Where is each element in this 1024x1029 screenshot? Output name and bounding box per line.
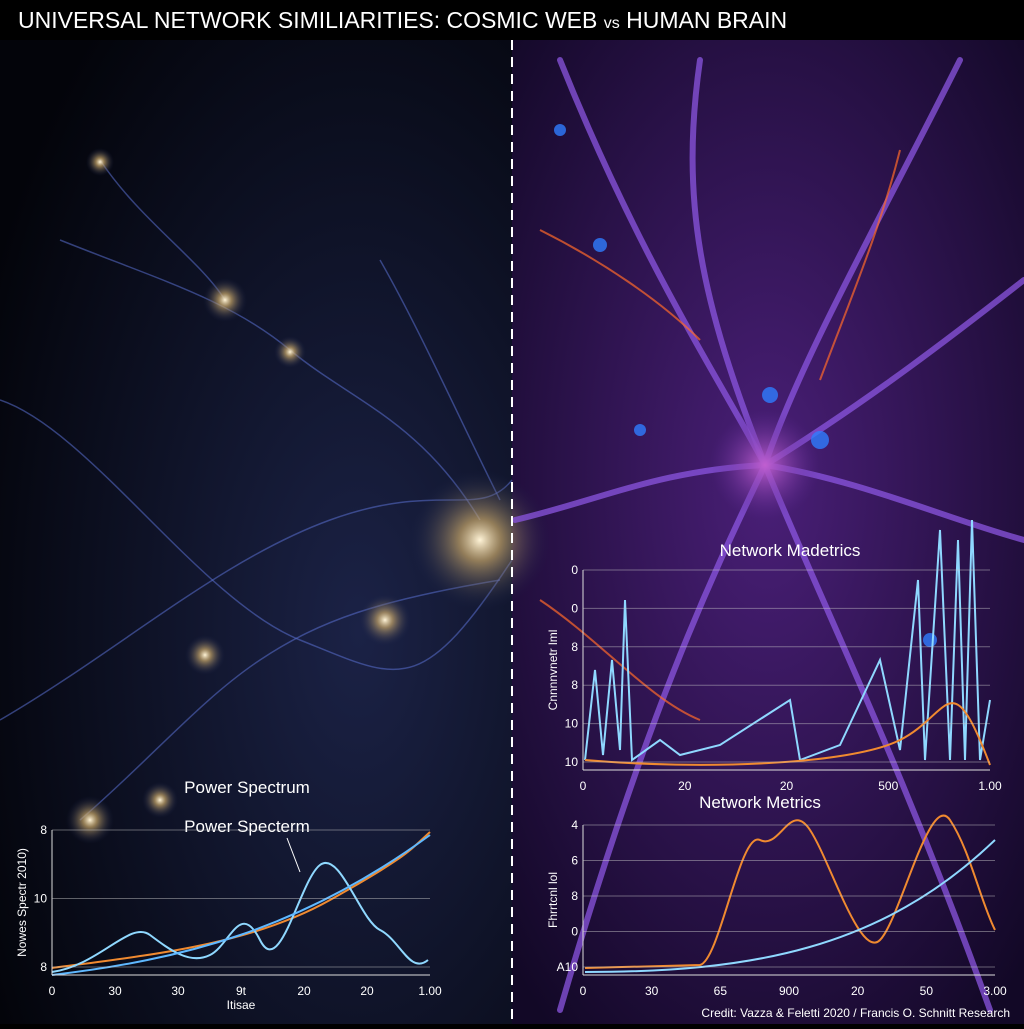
x-tick-label: 20 bbox=[678, 779, 692, 793]
credit: Credit: Vazza & Feletti 2020 / Francis O… bbox=[701, 1006, 1010, 1020]
y-axis-label: Nowes Spectr 2010) bbox=[15, 848, 29, 957]
x-tick-label: 1.00 bbox=[418, 984, 442, 998]
title: UNIVERSAL NETWORK SIMILIARITIES: COSMIC … bbox=[18, 7, 787, 33]
x-tick-label: 0 bbox=[580, 984, 587, 998]
left-curves bbox=[51, 831, 431, 976]
y-tick-label: 10 bbox=[565, 717, 579, 731]
y-tick-label: 6 bbox=[571, 854, 578, 868]
title-bar bbox=[0, 0, 1024, 40]
annotation-pointer bbox=[286, 837, 301, 873]
x-tick-label: 20 bbox=[780, 779, 794, 793]
title-end: HUMAN BRAIN bbox=[626, 7, 787, 33]
x-tick-label: 30 bbox=[171, 984, 185, 998]
x-tick-label: 65 bbox=[714, 984, 728, 998]
x-tick-label: 30 bbox=[108, 984, 122, 998]
x-tick-label: 0 bbox=[580, 779, 587, 793]
right-top-curves bbox=[584, 519, 991, 766]
y-tick-label: 0 bbox=[571, 563, 578, 577]
plot-title: Network Madetrics bbox=[720, 541, 861, 560]
x-tick-label: 30 bbox=[645, 984, 659, 998]
x-tick-label: 20 bbox=[360, 984, 374, 998]
title-vs: vs bbox=[604, 15, 620, 32]
y-tick-label: 8 bbox=[40, 960, 47, 974]
y-axis-label: Cnnnnvnetr lml bbox=[546, 630, 560, 711]
y-tick-label: 8 bbox=[40, 823, 47, 837]
x-tick-label: 900 bbox=[779, 984, 799, 998]
y-axis-label: Fhrrtcnl lol bbox=[546, 872, 560, 928]
y-tick-label: 4 bbox=[571, 818, 578, 832]
y-tick-label: 10 bbox=[565, 755, 579, 769]
soma bbox=[710, 410, 820, 520]
x-tick-label: 20 bbox=[851, 984, 865, 998]
x-tick-label: 20 bbox=[297, 984, 311, 998]
y-tick-label: 8 bbox=[571, 889, 578, 903]
plot-title: Network Metrics bbox=[699, 793, 821, 812]
right-bottom-curves bbox=[584, 814, 996, 973]
x-axis-label: Itisae bbox=[227, 998, 256, 1012]
y-tick-label: 0 bbox=[571, 925, 578, 939]
x-tick-label: 50 bbox=[920, 984, 934, 998]
x-tick-label: 3.00 bbox=[983, 984, 1007, 998]
annotation: Power Spectrum bbox=[184, 778, 310, 797]
x-tick-label: 1.00 bbox=[978, 779, 1002, 793]
brain-background bbox=[512, 40, 1024, 1024]
y-tick-label: A10 bbox=[557, 960, 579, 974]
annotation: Power Specterm bbox=[184, 817, 310, 836]
y-tick-label: 0 bbox=[571, 601, 578, 615]
title-part: UNIVERSAL NETWORK SIMILIARITIES: COSMIC … bbox=[18, 7, 597, 33]
y-tick-label: 8 bbox=[571, 640, 578, 654]
x-tick-label: 500 bbox=[878, 779, 898, 793]
x-tick-label: 9t bbox=[236, 984, 247, 998]
x-tick-label: 0 bbox=[49, 984, 56, 998]
galaxy-clusters bbox=[66, 148, 550, 844]
y-tick-label: 8 bbox=[571, 678, 578, 692]
y-tick-label: 10 bbox=[34, 892, 48, 906]
